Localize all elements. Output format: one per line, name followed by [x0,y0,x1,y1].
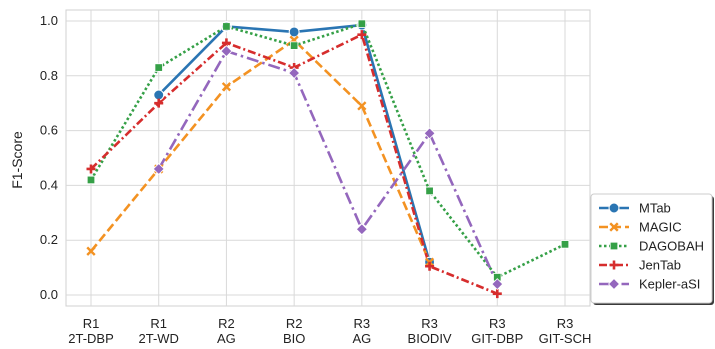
legend-label: MAGIC [639,220,682,235]
plot-frame [65,9,591,307]
data-point-mtab [153,89,165,101]
y-axis-title: F1-Score [9,131,25,189]
data-point-magic [221,82,232,92]
data-point-jentab [425,261,435,271]
series-line-kepler-asi [157,49,499,285]
x-tick-label: R2 BIO [283,316,305,346]
y-tick-label: 1.0 [40,13,58,28]
legend-swatch-marker [609,241,619,251]
gridlines [66,10,590,306]
data-point-dagobah [154,63,163,72]
data-point-magic [86,246,96,256]
legend-box [590,193,713,304]
legend-label: Kepler-aSI [639,277,700,292]
data-point-jentab [154,98,164,108]
data-point-dagobah [86,175,96,185]
series-line-magic [89,38,431,263]
x-tick-label: R3 BIODIV [408,316,452,346]
legend-label: MTab [639,201,671,216]
data-point-kepler-asi [491,278,504,291]
data-point-dagobah [560,240,570,249]
y-tick-label: 0.6 [40,123,58,138]
data-point-kepler-asi [152,162,165,175]
y-tick-label: 0.8 [40,68,58,83]
data-point-dagobah [425,186,434,196]
data-point-kepler-asi [288,67,301,80]
data-point-mtab [288,26,300,38]
legend-label: DAGOBAH [639,239,704,254]
x-tick-label: R3 AG [352,316,371,346]
y-tick-label: 0.0 [40,287,58,302]
plot-area [65,9,591,307]
data-point-jentab [86,164,96,174]
data-point-jentab [492,289,502,299]
x-tick-label: R2 AG [217,316,236,346]
legend-swatch-marker [608,278,620,290]
data-point-dagobah [357,19,367,28]
series-line-dagobah [89,22,566,279]
y-tick-label: 0.4 [40,177,58,192]
legend-swatch-marker [609,222,619,232]
data-point-dagobah [289,41,299,50]
x-tick-label: R3 GIT-DBP [471,316,523,346]
legend-swatch-marker [608,202,620,214]
data-point-kepler-asi [220,45,233,58]
legend: MTab MAGIC DAGOBAH JenTab Kepler-aSI [590,193,714,305]
data-point-dagobah [222,22,231,31]
data-point-kepler-asi [355,223,368,236]
data-point-magic [357,101,367,111]
data-point-jentab [357,30,367,40]
data-point-kepler-asi [423,127,436,140]
y-axis: 0.0 0.2 0.4 0.6 0.8 1.0 [40,13,58,302]
x-axis: R1 2T-DBP R1 2T-WD R2 AG R2 BIO R3 AG R3 BIODIV R3 GI… [68,316,591,346]
x-tick-label: R3 GIT-SCH [539,316,592,346]
legend-label: JenTab [639,258,681,273]
legend-swatch-marker [609,260,619,270]
x-tick-label: R1 2T-DBP [68,316,114,346]
series-markers [86,19,570,299]
x-tick-label: R1 2T-WD [138,316,178,346]
y-tick-label: 0.2 [40,232,58,247]
